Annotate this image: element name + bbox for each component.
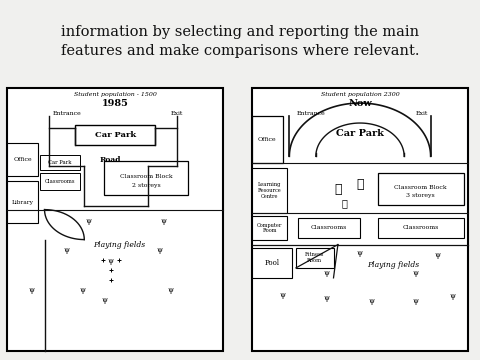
Text: Student population 2300: Student population 2300 [321, 92, 399, 97]
Bar [252, 248, 291, 278]
Text: Fitness
Room: Fitness Room [305, 252, 324, 263]
Text: Playing fields: Playing fields [94, 240, 145, 248]
Text: information by selecting and reporting the main
features and make comparisons wh: information by selecting and reporting t… [61, 25, 419, 58]
Text: Classrooms: Classrooms [311, 225, 347, 230]
Text: 3 storeys: 3 storeys [407, 193, 435, 198]
Text: ψ: ψ [280, 291, 286, 298]
Text: Entrance: Entrance [52, 111, 81, 116]
Text: ψ: ψ [85, 217, 92, 225]
Text: Classroom Block: Classroom Block [395, 185, 447, 190]
Text: ψ: ψ [412, 297, 418, 305]
Bar [40, 173, 80, 190]
Text: ψ: ψ [450, 292, 456, 300]
Bar [378, 218, 464, 238]
Text: Learning
Resource
Centre: Learning Resource Centre [258, 182, 281, 199]
Text: ψ: ψ [156, 246, 162, 253]
Text: ψ: ψ [79, 285, 85, 293]
Bar [298, 218, 360, 238]
Text: Computer
Room: Computer Room [257, 222, 282, 233]
Text: Exit: Exit [171, 111, 183, 116]
Text: Car Park: Car Park [48, 159, 72, 165]
Bar [7, 181, 38, 223]
Text: ψ: ψ [434, 251, 440, 258]
Text: Playing fields: Playing fields [367, 261, 419, 269]
Text: Pool: Pool [264, 259, 279, 267]
Text: ψ: ψ [168, 285, 173, 293]
Text: Office: Office [13, 157, 32, 162]
Text: ψ: ψ [324, 294, 330, 302]
Text: ψ: ψ [412, 269, 418, 277]
Text: ψ: ψ [368, 297, 374, 305]
Text: ψ: ψ [324, 269, 330, 277]
Text: ψ: ψ [28, 285, 35, 293]
Text: ψ: ψ [161, 217, 167, 225]
Text: Student population - 1500: Student population - 1500 [74, 92, 156, 97]
Bar [252, 168, 287, 213]
Text: Exit: Exit [416, 111, 428, 116]
Text: Entrance: Entrance [297, 111, 326, 116]
Text: Classrooms: Classrooms [403, 225, 439, 230]
Bar [104, 161, 188, 195]
Bar [252, 216, 287, 240]
Text: ψ: ψ [63, 246, 70, 253]
Text: Classrooms: Classrooms [45, 179, 75, 184]
Text: ψ: ψ [108, 257, 114, 265]
Text: ψ: ψ [357, 249, 363, 257]
Bar [296, 248, 334, 268]
Text: Road: Road [100, 156, 121, 164]
Text: Office: Office [258, 137, 276, 142]
Bar [7, 143, 38, 176]
Text: Car Park: Car Park [336, 129, 384, 138]
Text: 🌲: 🌲 [356, 178, 364, 191]
Text: Car Park: Car Park [95, 131, 136, 139]
Text: 1985: 1985 [102, 99, 129, 108]
Text: Now: Now [348, 99, 372, 108]
Text: Library: Library [12, 199, 34, 204]
Text: Classroom Block: Classroom Block [120, 174, 172, 179]
Bar [40, 155, 80, 170]
Text: 🌲: 🌲 [342, 198, 348, 208]
Text: 🌲: 🌲 [334, 183, 342, 196]
Text: ψ: ψ [101, 296, 107, 303]
Bar [378, 173, 464, 204]
Bar [252, 116, 283, 163]
Bar [75, 125, 155, 145]
Text: 2 storeys: 2 storeys [132, 183, 160, 188]
